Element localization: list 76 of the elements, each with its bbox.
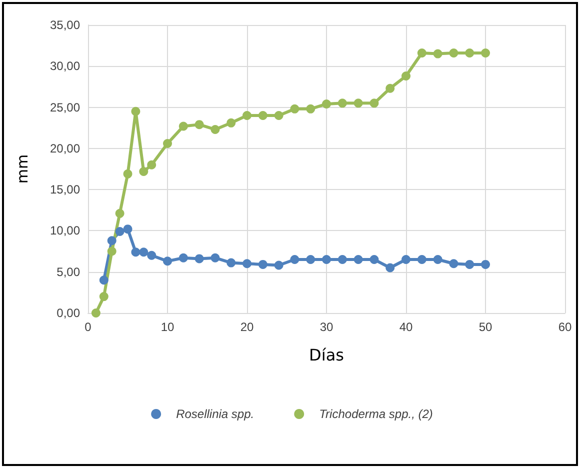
point xyxy=(258,111,268,120)
point xyxy=(354,255,363,264)
point xyxy=(481,48,490,58)
point xyxy=(163,138,172,148)
point xyxy=(386,263,395,272)
y-tick-label: 20,00 xyxy=(50,141,80,156)
x-tick-label: 20 xyxy=(240,320,254,334)
point xyxy=(433,255,442,264)
point xyxy=(210,125,220,134)
point xyxy=(465,48,474,58)
point xyxy=(242,111,252,120)
point xyxy=(322,255,331,264)
point xyxy=(147,160,156,170)
point xyxy=(449,259,458,268)
point xyxy=(242,259,252,268)
point xyxy=(290,255,300,264)
point xyxy=(178,253,188,262)
point xyxy=(123,169,132,178)
point xyxy=(449,48,458,58)
x-tick-label: 60 xyxy=(558,320,572,334)
point xyxy=(139,248,148,257)
point xyxy=(417,255,426,264)
x-tick-label: 10 xyxy=(160,320,174,334)
point xyxy=(107,236,116,246)
point xyxy=(370,98,379,108)
point xyxy=(274,111,284,120)
point xyxy=(99,276,108,285)
x-tick-label: 0 xyxy=(84,320,92,334)
y-axis-title: mm xyxy=(14,154,32,184)
point xyxy=(115,227,124,236)
x-tick-label: 30 xyxy=(320,320,334,334)
y-tick-label: 30,00 xyxy=(50,59,80,74)
point xyxy=(115,208,124,218)
x-tick-label: 40 xyxy=(399,320,413,334)
point xyxy=(131,248,140,257)
point xyxy=(226,258,236,268)
y-tick-label: 15,00 xyxy=(50,182,80,197)
point xyxy=(274,260,284,270)
point xyxy=(147,250,156,260)
point xyxy=(194,254,204,264)
point xyxy=(402,255,410,264)
y-tick-label: 35,00 xyxy=(50,18,80,32)
point xyxy=(163,256,172,266)
point xyxy=(354,98,363,108)
point xyxy=(139,166,148,176)
point xyxy=(306,104,316,114)
x-tick-label: 50 xyxy=(478,320,492,334)
point xyxy=(402,72,410,81)
point xyxy=(306,255,316,264)
point xyxy=(123,224,132,234)
point xyxy=(338,255,347,264)
point xyxy=(370,255,379,264)
point xyxy=(91,308,100,318)
y-tick-label: 10,00 xyxy=(50,224,80,238)
point xyxy=(258,260,268,269)
legend-label: Trichoderma spp., (2) xyxy=(319,407,433,421)
point xyxy=(178,122,188,131)
point xyxy=(99,292,108,302)
point xyxy=(290,104,300,114)
point xyxy=(386,84,395,93)
point xyxy=(417,48,426,58)
y-tick-label: 0,00 xyxy=(56,306,80,320)
point xyxy=(226,118,236,128)
point xyxy=(107,246,116,256)
point xyxy=(131,106,140,116)
x-axis-title: Días xyxy=(309,346,344,364)
point xyxy=(210,253,220,262)
point xyxy=(322,99,331,108)
point xyxy=(433,49,442,58)
legend-label: Rosellinia spp. xyxy=(176,407,254,421)
y-tick-label: 5,00 xyxy=(56,264,80,279)
point xyxy=(481,260,490,269)
point xyxy=(338,98,347,108)
y-tick-label: 25,00 xyxy=(50,100,80,114)
point xyxy=(465,260,474,269)
point xyxy=(194,120,204,130)
